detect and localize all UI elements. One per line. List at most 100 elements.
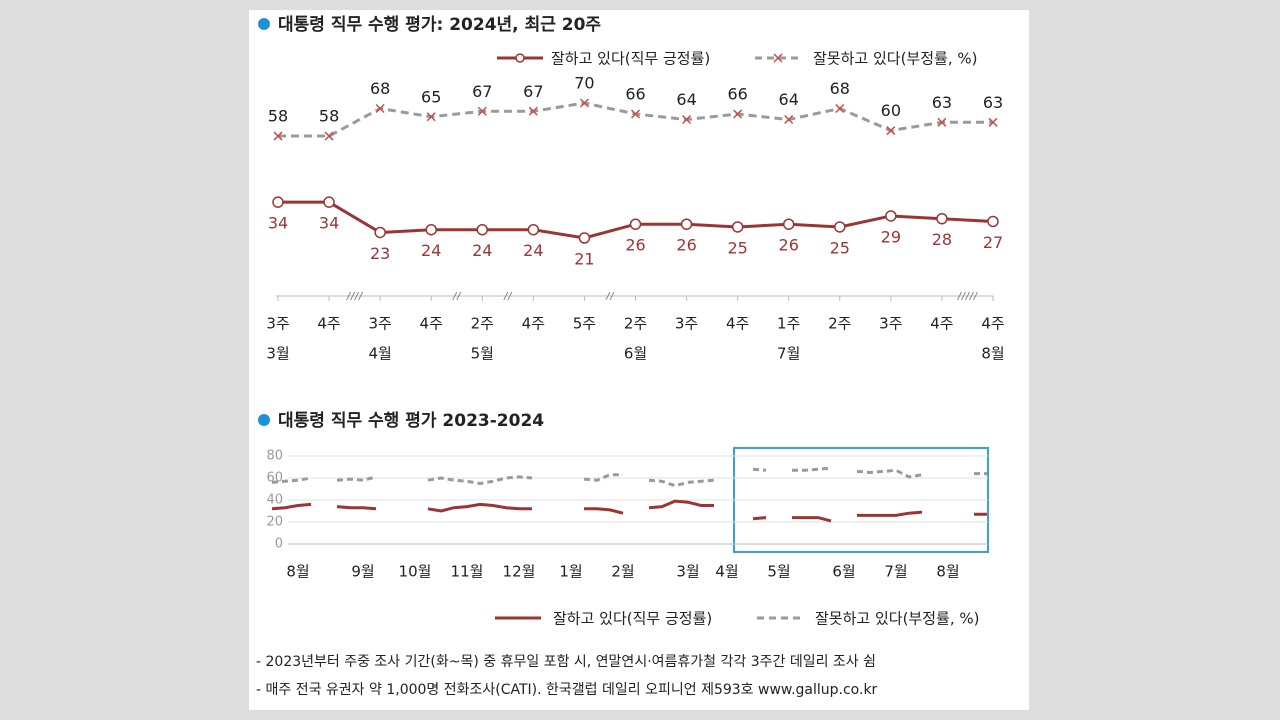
y-tick-label: 40 [266,493,283,508]
data-label: 25 [830,238,850,257]
legend-label: 잘하고 있다(직무 긍정률) [553,610,712,628]
data-point [425,223,437,236]
data-point [630,109,641,119]
axis-break [969,291,974,301]
data-label: 34 [319,214,339,233]
data-label: 34 [268,214,288,233]
data-label: 66 [727,85,747,104]
data-label: 21 [574,250,594,269]
x-tick-label: 2주 [471,315,494,333]
axis-break [507,291,513,301]
data-label: 29 [881,227,901,246]
legend-label: 잘못하고 있다(부정률, %) [815,610,979,628]
data-point [733,109,743,119]
x-tick-label: 3월 [676,563,699,581]
y-tick-label: 60 [266,471,283,486]
x-tick-label: 1주 [777,315,800,333]
data-point [835,103,845,114]
y-tick-label: 20 [266,515,283,530]
month-label: 7월 [777,345,800,363]
axis-break [961,291,966,301]
x-tick-label: 6월 [832,563,855,581]
data-point [374,226,386,239]
axis-break [965,291,970,301]
data-point [272,196,284,208]
data-point [680,218,693,230]
legend-label: 잘하고 있다(직무 긍정률) [551,50,710,68]
data-label: 58 [319,107,339,126]
axis-break [605,291,611,301]
data-point [273,131,283,141]
data-point [834,221,846,233]
panel [249,10,1029,710]
data-label: 25 [727,238,747,257]
data-label: 26 [625,236,645,255]
y-tick-label: 80 [266,449,283,464]
data-label: 65 [421,87,441,106]
x-tick-label: 11월 [451,563,484,581]
axis-break [973,291,978,301]
data-label: 70 [574,74,594,93]
legend-label: 잘못하고 있다(부정률, %) [813,50,977,68]
data-point [784,115,794,125]
x-tick-label: 12월 [503,563,536,581]
x-tick-label: 4주 [420,315,443,333]
series-line [271,499,987,523]
x-tick-label: 4주 [522,315,545,333]
x-tick-label: 1월 [559,563,582,581]
legend-marker [773,53,783,63]
data-point [323,196,335,208]
month-label: 6월 [624,345,647,363]
data-label: 58 [268,107,288,126]
axis-break [609,291,615,301]
x-tick-label: 9월 [351,563,374,581]
x-tick-label: 3주 [879,315,902,333]
footnote: - 2023년부터 주중 조사 기간(화~목) 중 휴무일 포함 시, 연말연시… [256,654,876,670]
data-point [936,212,948,225]
x-tick-label: 4주 [930,315,953,333]
data-point [782,218,795,230]
x-tick-label: 2주 [624,315,647,333]
data-label: 63 [932,93,952,112]
x-tick-label: 3주 [675,315,698,333]
data-point [578,232,591,244]
data-point [937,117,947,127]
data-point [476,223,489,236]
data-label: 60 [881,101,901,120]
data-label: 64 [779,90,799,109]
data-label: 64 [676,90,696,109]
data-label: 68 [370,79,390,98]
x-tick-label: 8월 [286,563,309,581]
axis-break [452,291,458,301]
x-tick-label: 5주 [573,315,596,333]
axis-break [358,291,364,301]
x-tick-label: 3주 [266,315,289,333]
month-label: 4월 [368,345,391,363]
data-label: 66 [625,85,645,104]
data-point [528,106,538,116]
data-label: 28 [932,230,952,249]
x-tick-label: 8월 [936,563,959,581]
month-label: 8월 [981,345,1004,363]
data-label: 23 [370,244,390,263]
data-label: 24 [421,241,441,260]
axis-break [354,291,360,301]
data-label: 24 [523,241,543,260]
data-point [375,103,385,114]
month-label: 3월 [266,345,289,363]
x-tick-label: 5월 [767,563,790,581]
data-label: 24 [472,241,492,260]
data-label: 27 [983,233,1003,252]
data-point [579,98,589,108]
chart-title: 대통령 직무 수행 평가 2023-2024 [278,410,544,431]
data-label: 67 [472,82,492,101]
data-point [324,131,334,141]
axis-break [346,291,352,301]
data-point [682,115,692,125]
y-tick-label: 0 [275,537,283,552]
x-tick-label: 2주 [828,315,851,333]
data-label: 26 [676,236,696,255]
data-point [477,106,487,116]
